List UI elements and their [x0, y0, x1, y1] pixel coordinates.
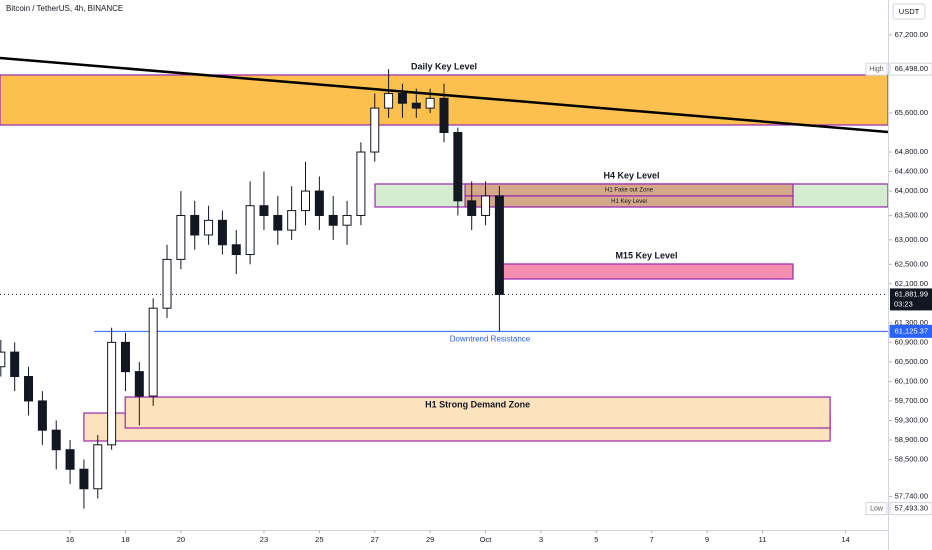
price-badge-label: 57,493.30: [895, 504, 928, 513]
candle-body: [397, 92, 407, 104]
candle-body: [439, 97, 449, 133]
price-badge-label: 61,125.37: [895, 326, 928, 335]
candle-body: [176, 214, 186, 260]
candle-body: [231, 244, 241, 256]
candle-body: [314, 190, 324, 216]
zone-label: H1 Fake out Zone: [605, 188, 654, 194]
candle-body: [148, 307, 158, 397]
currency: USDT: [899, 7, 920, 16]
x-tick-label: 25: [315, 535, 323, 544]
zone-label: M15 Key Level: [615, 250, 677, 260]
x-tick-label: 20: [177, 535, 185, 544]
candle-body: [356, 151, 366, 216]
plot: Daily Key Level H4 Key Level H1 Fake out Z…: [0, 56, 889, 509]
zone: [464, 195, 794, 208]
y-tick-label: 64,800.00: [895, 147, 928, 156]
candle-body: [370, 107, 380, 153]
zone-label: H4 Key Level: [604, 170, 660, 180]
candle-body: [134, 371, 144, 397]
candle-body: [467, 200, 477, 216]
y-tick-label: 62,500.00: [895, 259, 928, 268]
currency-box[interactable]: [892, 3, 926, 20]
candle-body: [0, 351, 6, 368]
candle-body: [37, 400, 47, 431]
x-tick-label: 3: [539, 535, 543, 544]
candle-body: [259, 205, 269, 216]
candle-body: [481, 195, 491, 216]
candle-body: [425, 97, 435, 109]
badge-tag-label: Low: [870, 505, 884, 512]
candle-body: [301, 190, 311, 212]
chart-title: Bitcoin / TetherUS, 4h, BINANCE: [6, 4, 123, 13]
candle-body: [453, 132, 463, 202]
candle-body: [51, 429, 61, 451]
y-tick-label: 62,100.00: [895, 279, 928, 288]
candle-body: [328, 214, 338, 226]
badge-tag: [865, 502, 888, 516]
candle-body: [79, 468, 89, 490]
y-tick-label: 64,400.00: [895, 167, 928, 176]
y-tick-label: 65,600.00: [895, 108, 928, 117]
candle-body: [287, 210, 297, 231]
y-tick-label: 60,100.00: [895, 376, 928, 385]
candle-body: [162, 258, 172, 309]
price-badge: [889, 62, 932, 76]
y-tick-label: 59,300.00: [895, 415, 928, 424]
candle-body: [273, 214, 283, 231]
candle-body: [411, 102, 421, 109]
current-price-label: 61,881.99: [895, 289, 928, 298]
x-tick-label: 11: [759, 535, 767, 544]
candle-body: [107, 341, 117, 446]
y-tick-label: 61,300.00: [895, 318, 928, 327]
x-tick-label: 16: [66, 535, 74, 544]
x-tick-label: 23: [260, 535, 268, 544]
y-tick-label: 63,000.00: [895, 235, 928, 244]
y-tick-label: 67,200.00: [895, 30, 928, 39]
price-badge: [889, 502, 932, 516]
x-tick-label: 27: [371, 535, 379, 544]
x-tick-label: Oct: [480, 535, 493, 544]
candle-body: [10, 351, 20, 378]
y-tick-label: 59,700.00: [895, 396, 928, 405]
candle-body: [24, 376, 34, 402]
price-badge-label: 66,498.00: [895, 64, 928, 73]
y-tick-label: 58,900.00: [895, 435, 928, 444]
countdown-label: 03:23: [894, 299, 913, 308]
x-tick-label: 14: [841, 535, 849, 544]
zone-label: H1 Key Level: [611, 199, 647, 205]
x-tick-label: 18: [121, 535, 129, 544]
candle-body: [204, 219, 214, 236]
x-tick-label: 9: [705, 535, 709, 544]
y-tick-label: 60,500.00: [895, 357, 928, 366]
zone: [499, 263, 794, 280]
candle-body: [342, 214, 352, 226]
line-label: Downtrend Resistance: [450, 334, 531, 343]
badge-tag-label: High: [869, 66, 884, 73]
candle-body: [384, 92, 394, 109]
current-price-badge: [890, 288, 932, 311]
badge-tag: [865, 62, 888, 76]
x-tick-label: 29: [426, 535, 434, 544]
candle-body: [120, 341, 130, 373]
candle-body: [190, 214, 200, 236]
zone: [124, 396, 831, 429]
candle-body: [245, 205, 255, 256]
candle-body: [494, 195, 504, 295]
price-badge: [889, 324, 932, 338]
candle-body: [217, 219, 227, 246]
x-tick-label: 5: [594, 535, 598, 544]
zone-label: H1 Strong Demand Zone: [425, 399, 530, 409]
zone-label: Daily Key Level: [411, 61, 477, 71]
y-tick-label: 58,500.00: [895, 454, 928, 463]
y-tick-label: 60,900.00: [895, 337, 928, 346]
y-tick-label: 64,000.00: [895, 186, 928, 195]
x-tick-label: 7: [650, 535, 654, 544]
candle-body: [93, 444, 103, 490]
y-tick-label: 57,740.00: [895, 492, 928, 501]
y-tick-label: 63,500.00: [895, 210, 928, 219]
candle-body: [65, 449, 75, 470]
